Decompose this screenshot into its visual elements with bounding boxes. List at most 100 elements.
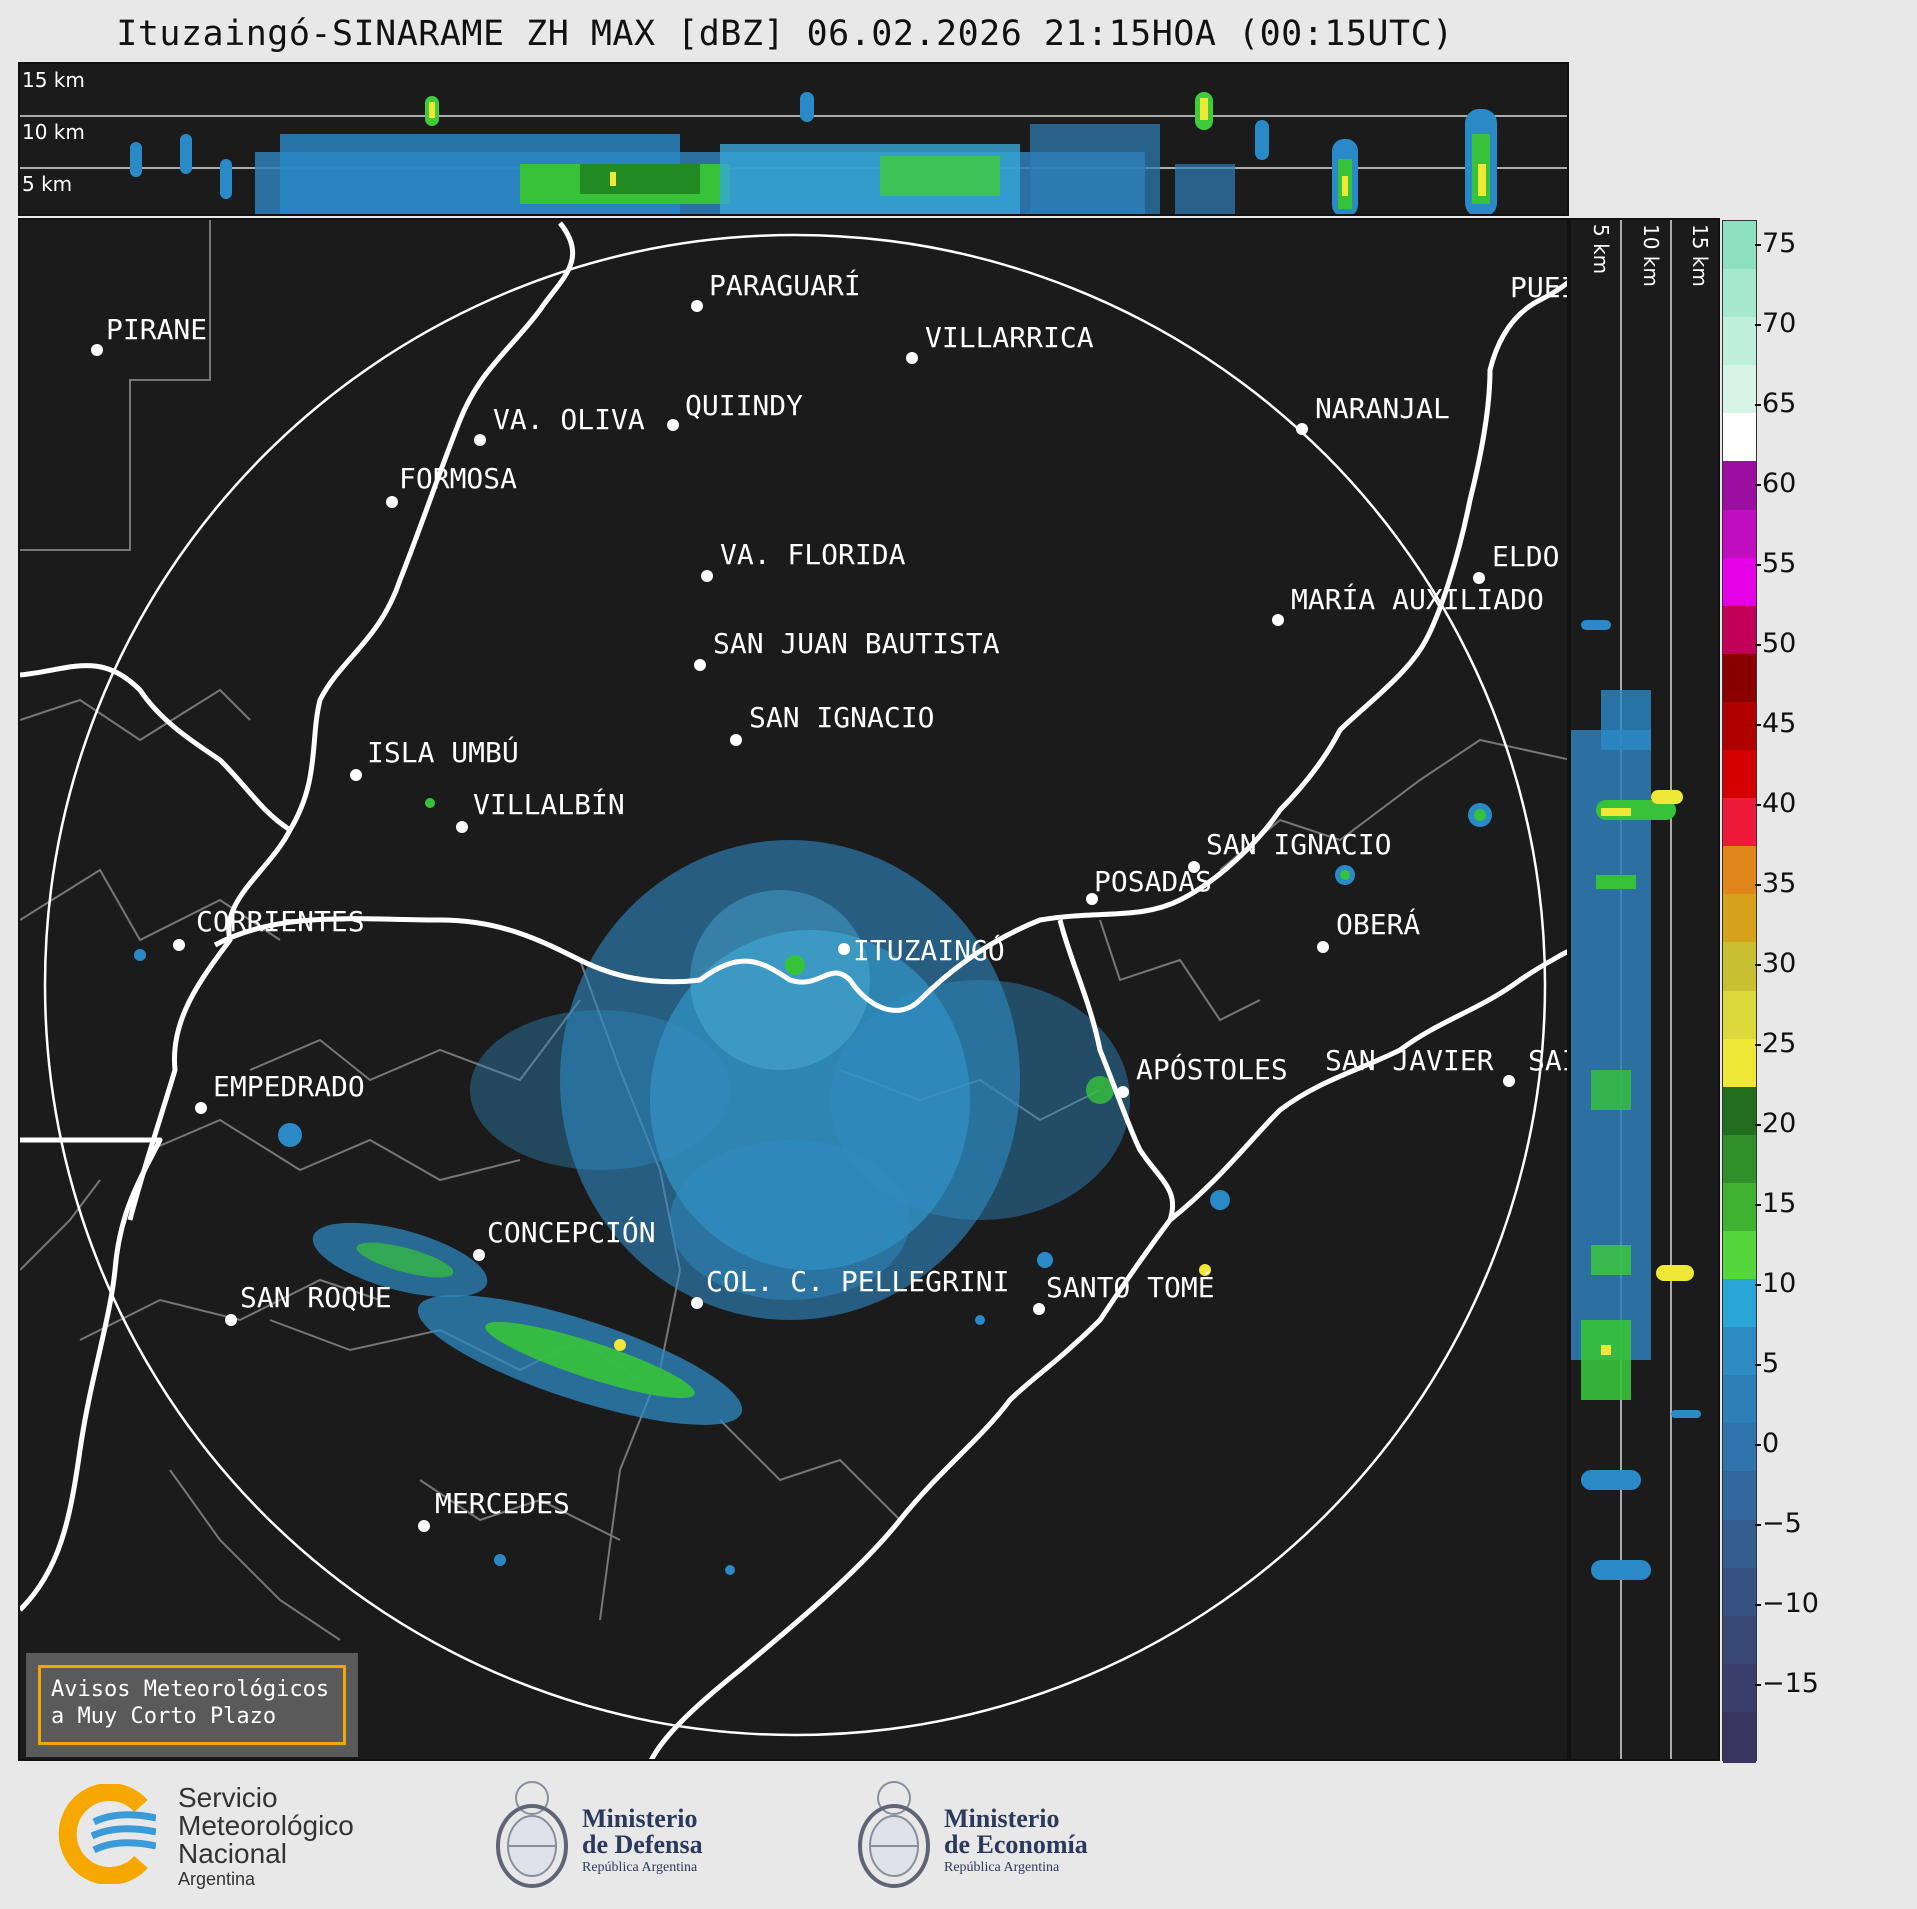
economia-line3: República Argentina — [944, 1860, 1060, 1875]
city-dot — [1188, 861, 1200, 873]
economia-logo: Ministerio de Economía República Argenti… — [854, 1774, 1134, 1894]
smn-line4: Argentina — [178, 1869, 256, 1889]
side-echoes — [1571, 620, 1701, 1580]
top-axis-label-5km: 5 km — [22, 172, 73, 196]
colorbar-bin — [1723, 557, 1756, 609]
economia-line1: Ministerio — [944, 1804, 1060, 1833]
defensa-line1: Ministerio — [582, 1804, 698, 1833]
colorbar-bin — [1723, 701, 1756, 754]
colorbar-bin — [1723, 1182, 1756, 1235]
city-dot — [1033, 1303, 1045, 1315]
city-label: SAI — [1528, 1044, 1567, 1077]
city-label: MARÍA AUXILIADO — [1291, 583, 1544, 616]
colorbar-tick: −5 — [1755, 1508, 1802, 1539]
city-label: OBERÁ — [1336, 908, 1421, 941]
colorbar-tick: 65 — [1754, 388, 1797, 419]
city-dot — [691, 1297, 703, 1309]
colorbar-tick: 30 — [1754, 948, 1797, 979]
colorbar-bin — [1723, 461, 1756, 513]
colorbar-bin — [1723, 1134, 1756, 1186]
city-label: ITUZAINGÓ — [853, 934, 1005, 967]
top-height-panel: 15 km 10 km 5 km — [18, 62, 1569, 216]
city-dot — [418, 1520, 430, 1532]
avisos-box[interactable]: Avisos Meteorológicos a Muy Corto Plazo — [26, 1653, 358, 1757]
smn-line2: Meteorológico — [178, 1810, 354, 1841]
city-dot — [1296, 423, 1308, 435]
radar-range-ring — [43, 233, 1547, 1737]
colorbar-bin — [1723, 413, 1756, 465]
city-label: MERCEDES — [435, 1487, 570, 1520]
top-axis-label-15km: 15 km — [22, 68, 85, 92]
city-dot — [474, 434, 486, 446]
smn-logo: Servicio Meteorológico Nacional Argentin… — [56, 1784, 396, 1894]
colorbar-tick: 70 — [1754, 308, 1797, 339]
colorbar-tick: 55 — [1754, 548, 1797, 579]
colorbar-bin — [1723, 1086, 1756, 1138]
colorbar-bin — [1723, 1327, 1756, 1379]
colorbar-tick: 20 — [1754, 1108, 1797, 1139]
city-label: PARAGUARÍ — [709, 269, 861, 302]
city-dot — [473, 1249, 485, 1261]
colorbar-tick: 75 — [1754, 228, 1797, 259]
city-label: VA. OLIVA — [493, 403, 645, 436]
city-label: ELDO — [1492, 540, 1560, 573]
city-dot — [1317, 941, 1329, 953]
defensa-line3: República Argentina — [582, 1860, 698, 1875]
city-label: SAN IGNACIO — [749, 701, 935, 734]
city-dot — [195, 1102, 207, 1114]
colorbar-bin — [1723, 894, 1756, 946]
colorbar-tick: 40 — [1754, 788, 1797, 819]
city-dot — [1272, 614, 1284, 626]
avisos-link[interactable]: Avisos Meteorológicos a Muy Corto Plazo — [38, 1665, 346, 1745]
smn-line3: Nacional — [178, 1838, 287, 1869]
city-label: VILLALBÍN — [473, 788, 625, 821]
colorbar-tick: 10 — [1754, 1268, 1797, 1299]
colorbar-tick: 50 — [1754, 628, 1797, 659]
colorbar-tick: 35 — [1754, 868, 1797, 899]
city-label: EMPEDRADO — [213, 1070, 365, 1103]
city-dot — [350, 769, 362, 781]
city-label: NARANJAL — [1315, 392, 1450, 425]
city-dot — [694, 659, 706, 671]
city-dot — [1086, 893, 1098, 905]
defensa-line2: de Defensa — [582, 1830, 703, 1859]
city-dot — [701, 570, 713, 582]
city-dot — [1503, 1075, 1515, 1087]
city-label: ISLA UMBÚ — [367, 736, 519, 769]
city-dot — [386, 496, 398, 508]
side-axis-label-5km: 5 km — [1589, 224, 1613, 275]
top-echo-svg — [20, 92, 1567, 214]
city-dot — [456, 821, 468, 833]
colorbar-bin — [1723, 1279, 1756, 1331]
colorbar-bin — [1723, 365, 1756, 417]
chart-title: Ituzaingó-SINARAME ZH MAX [dBZ] 06.02.20… — [116, 14, 1454, 54]
smn-line1: Servicio — [178, 1782, 278, 1813]
colorbar-bin — [1723, 269, 1756, 321]
colorbar-tick: 60 — [1754, 468, 1797, 499]
smn-logo-icon — [58, 1784, 156, 1884]
defensa-logo: Ministerio de Defensa República Argentin… — [492, 1774, 752, 1894]
colorbar-bin — [1723, 509, 1756, 561]
colorbar-tick: 0 — [1754, 1428, 1780, 1459]
reflectivity-echoes — [134, 798, 1492, 1575]
colorbar-bin — [1723, 653, 1756, 705]
city-dot — [691, 300, 703, 312]
colorbar-tick: 25 — [1754, 1028, 1797, 1059]
city-label: PUEI — [1510, 271, 1567, 304]
top-axis-label-10km: 10 km — [22, 120, 85, 144]
colorbar-tick: 15 — [1754, 1188, 1797, 1219]
city-label: APÓSTOLES — [1136, 1053, 1288, 1086]
colorbar-tick: −15 — [1755, 1668, 1819, 1699]
city-label: VA. FLORIDA — [720, 538, 906, 571]
colorbar-bin — [1723, 1567, 1756, 1619]
city-label: POSADAS — [1094, 865, 1213, 898]
top-echoes — [130, 92, 1497, 214]
radar-map: PIRANE PARAGUARÍ VILLARRICA VA. OLIVA QU… — [18, 218, 1569, 1761]
city-dot — [730, 734, 742, 746]
side-axis-label-10km: 10 km — [1639, 224, 1663, 287]
city-label: PIRANE — [106, 313, 208, 346]
colorbar-bin — [1723, 1038, 1756, 1090]
colorbar-bin — [1723, 846, 1756, 898]
colorbar-bin — [1723, 1711, 1756, 1764]
city-label: COL. C. PELLEGRINI — [706, 1265, 1010, 1298]
